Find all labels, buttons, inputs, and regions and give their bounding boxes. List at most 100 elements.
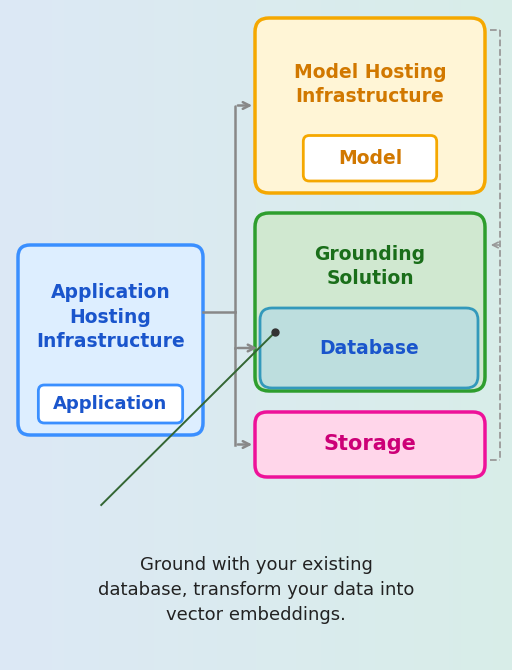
Bar: [330, 0, 331, 670]
Bar: [9, 0, 10, 670]
Bar: [149, 0, 150, 670]
Bar: [86, 0, 87, 670]
Bar: [210, 0, 211, 670]
Bar: [466, 0, 467, 670]
Bar: [456, 0, 457, 670]
Bar: [197, 0, 198, 670]
Bar: [57, 0, 58, 670]
Bar: [297, 0, 298, 670]
Bar: [34, 0, 35, 670]
Bar: [406, 0, 407, 670]
Bar: [114, 0, 115, 670]
Bar: [292, 0, 293, 670]
Bar: [90, 0, 91, 670]
Bar: [195, 0, 196, 670]
Bar: [463, 0, 464, 670]
Bar: [123, 0, 124, 670]
Bar: [338, 0, 339, 670]
Bar: [339, 0, 340, 670]
Bar: [499, 0, 500, 670]
Bar: [411, 0, 412, 670]
Bar: [26, 0, 27, 670]
Bar: [392, 0, 393, 670]
Bar: [166, 0, 167, 670]
Bar: [112, 0, 113, 670]
Bar: [46, 0, 47, 670]
Bar: [283, 0, 284, 670]
Bar: [199, 0, 200, 670]
Bar: [219, 0, 220, 670]
Bar: [496, 0, 497, 670]
Bar: [352, 0, 353, 670]
Bar: [105, 0, 106, 670]
Bar: [438, 0, 439, 670]
Bar: [140, 0, 141, 670]
Bar: [307, 0, 308, 670]
Bar: [150, 0, 151, 670]
Bar: [412, 0, 413, 670]
Bar: [24, 0, 25, 670]
Bar: [98, 0, 99, 670]
Bar: [448, 0, 449, 670]
Bar: [168, 0, 169, 670]
Bar: [343, 0, 344, 670]
Bar: [203, 0, 204, 670]
Bar: [41, 0, 42, 670]
Bar: [332, 0, 333, 670]
Bar: [362, 0, 363, 670]
Bar: [78, 0, 79, 670]
Bar: [510, 0, 511, 670]
Bar: [428, 0, 429, 670]
Bar: [284, 0, 285, 670]
Bar: [93, 0, 94, 670]
Bar: [139, 0, 140, 670]
Bar: [81, 0, 82, 670]
Bar: [323, 0, 324, 670]
Bar: [121, 0, 122, 670]
Bar: [501, 0, 502, 670]
Bar: [137, 0, 138, 670]
FancyBboxPatch shape: [303, 135, 437, 181]
Bar: [44, 0, 45, 670]
Bar: [409, 0, 410, 670]
Bar: [74, 0, 75, 670]
Bar: [147, 0, 148, 670]
Bar: [108, 0, 109, 670]
Bar: [49, 0, 50, 670]
Bar: [230, 0, 231, 670]
Bar: [211, 0, 212, 670]
Bar: [11, 0, 12, 670]
Bar: [189, 0, 190, 670]
Bar: [421, 0, 422, 670]
Bar: [495, 0, 496, 670]
Bar: [186, 0, 187, 670]
Bar: [346, 0, 347, 670]
Bar: [295, 0, 296, 670]
Bar: [184, 0, 185, 670]
Text: Grounding
Solution: Grounding Solution: [314, 245, 425, 288]
Bar: [367, 0, 368, 670]
Bar: [280, 0, 281, 670]
Bar: [250, 0, 251, 670]
Bar: [165, 0, 166, 670]
Bar: [239, 0, 240, 670]
Bar: [344, 0, 345, 670]
Bar: [1, 0, 2, 670]
Bar: [469, 0, 470, 670]
Bar: [142, 0, 143, 670]
Bar: [329, 0, 330, 670]
Bar: [152, 0, 153, 670]
Bar: [350, 0, 351, 670]
Bar: [192, 0, 193, 670]
Bar: [52, 0, 53, 670]
Bar: [377, 0, 378, 670]
FancyBboxPatch shape: [255, 213, 485, 391]
Bar: [403, 0, 404, 670]
Bar: [427, 0, 428, 670]
Bar: [437, 0, 438, 670]
Bar: [33, 0, 34, 670]
Bar: [83, 0, 84, 670]
Bar: [296, 0, 297, 670]
Bar: [71, 0, 72, 670]
Bar: [415, 0, 416, 670]
